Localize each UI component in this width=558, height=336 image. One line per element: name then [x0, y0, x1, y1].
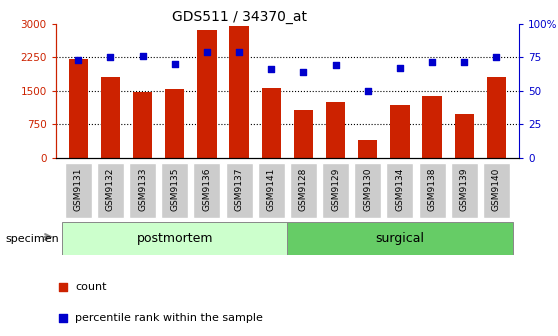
Point — [203, 49, 211, 54]
Bar — [262, 88, 281, 158]
Bar — [287, 222, 512, 255]
Text: GSM9141: GSM9141 — [267, 168, 276, 211]
Text: GSM9135: GSM9135 — [170, 168, 179, 211]
FancyBboxPatch shape — [225, 163, 253, 218]
Bar — [62, 222, 287, 255]
Bar — [133, 92, 152, 158]
FancyBboxPatch shape — [354, 163, 381, 218]
Point — [299, 69, 308, 75]
Bar — [326, 102, 345, 158]
Point — [363, 88, 372, 93]
FancyBboxPatch shape — [194, 163, 220, 218]
Text: specimen: specimen — [6, 234, 59, 244]
Bar — [390, 105, 410, 158]
Point — [58, 285, 67, 290]
Bar — [101, 77, 120, 158]
Text: surgical: surgical — [376, 232, 425, 245]
Text: GSM9136: GSM9136 — [203, 168, 211, 211]
Text: GSM9139: GSM9139 — [460, 168, 469, 211]
Point — [58, 315, 67, 320]
Text: postmortem: postmortem — [137, 232, 213, 245]
Text: GDS511 / 34370_at: GDS511 / 34370_at — [172, 10, 307, 24]
Text: GSM9128: GSM9128 — [299, 168, 308, 211]
Point — [396, 65, 405, 71]
Text: GSM9131: GSM9131 — [74, 168, 83, 211]
FancyBboxPatch shape — [290, 163, 317, 218]
Text: GSM9138: GSM9138 — [427, 168, 436, 211]
Text: percentile rank within the sample: percentile rank within the sample — [75, 312, 263, 323]
Bar — [198, 30, 217, 158]
FancyBboxPatch shape — [483, 163, 510, 218]
FancyBboxPatch shape — [129, 163, 156, 218]
Bar — [229, 26, 249, 158]
Text: GSM9134: GSM9134 — [396, 168, 405, 211]
FancyBboxPatch shape — [65, 163, 92, 218]
Point — [492, 54, 501, 60]
Point — [460, 60, 469, 65]
Point — [427, 60, 436, 65]
FancyBboxPatch shape — [387, 163, 413, 218]
Text: GSM9130: GSM9130 — [363, 168, 372, 211]
FancyBboxPatch shape — [258, 163, 285, 218]
FancyBboxPatch shape — [451, 163, 478, 218]
Bar — [165, 89, 185, 158]
Text: GSM9140: GSM9140 — [492, 168, 501, 211]
Text: GSM9137: GSM9137 — [234, 168, 244, 211]
Point — [235, 49, 244, 54]
FancyBboxPatch shape — [161, 163, 188, 218]
Point — [267, 67, 276, 72]
Text: GSM9129: GSM9129 — [331, 168, 340, 211]
Bar — [69, 59, 88, 158]
Point — [138, 53, 147, 58]
Point — [331, 62, 340, 68]
FancyBboxPatch shape — [322, 163, 349, 218]
Bar — [487, 77, 506, 158]
Point — [170, 61, 179, 67]
Bar — [358, 140, 377, 158]
Bar — [422, 96, 442, 158]
Bar — [455, 114, 474, 158]
Text: GSM9133: GSM9133 — [138, 168, 147, 211]
FancyBboxPatch shape — [97, 163, 124, 218]
Bar — [294, 111, 313, 158]
Text: count: count — [75, 282, 107, 292]
Point — [106, 54, 115, 60]
Point — [74, 57, 83, 62]
Text: GSM9132: GSM9132 — [106, 168, 115, 211]
FancyBboxPatch shape — [418, 163, 446, 218]
